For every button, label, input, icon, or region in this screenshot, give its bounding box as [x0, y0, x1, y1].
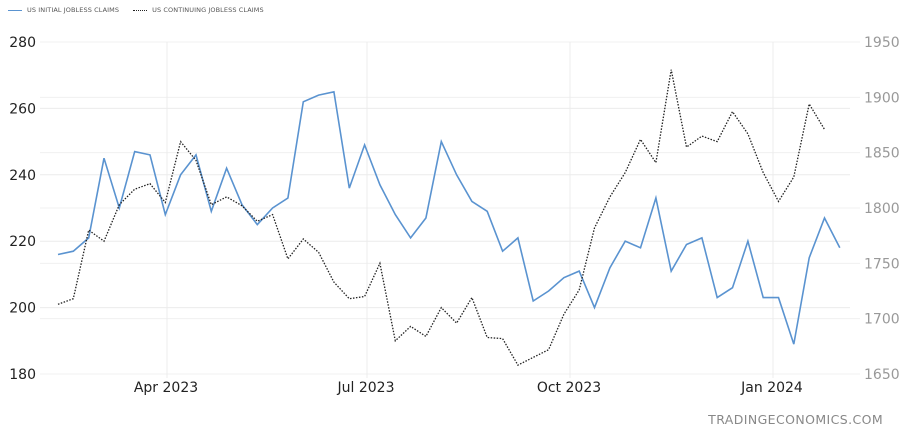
right-y-axis: 1650 1700 1750 1800 1850 1900 1950 [864, 35, 900, 383]
initial-claims-line [57, 90, 841, 345]
right-axis-tick-label: 1800 [864, 201, 900, 217]
grid-lines [40, 41, 860, 375]
legend-label: US INITIAL JOBLESS CLAIMS [27, 6, 120, 14]
left-axis-tick-label: 200 [9, 301, 36, 317]
left-axis-tick-label: 180 [9, 367, 36, 383]
right-axis-tick-label: 1850 [864, 146, 900, 162]
x-axis-tick-label: Apr 2023 [134, 380, 198, 396]
right-axis-tick-label: 1650 [864, 367, 900, 383]
x-grid-lines [166, 42, 774, 378]
x-axis-tick-label: Jan 2024 [740, 380, 803, 396]
legend-label: US CONTINUING JOBLESS CLAIMS [152, 6, 264, 14]
left-y-axis: 180 200 220 240 260 280 [9, 35, 36, 383]
right-axis-tick-label: 1900 [864, 90, 900, 106]
x-axis-tick-label: Jul 2023 [337, 380, 395, 396]
continuing-claims-line [57, 69, 826, 366]
solid-line-swatch-icon [8, 9, 22, 11]
right-axis-tick-label: 1750 [864, 256, 900, 272]
left-axis-tick-label: 260 [9, 101, 36, 117]
left-axis-tick-label: 240 [9, 168, 36, 184]
legend-item-continuing-claims[interactable]: US CONTINUING JOBLESS CLAIMS [133, 6, 264, 14]
x-axis: Apr 2023 Jul 2023 Oct 2023 Jan 2024 [134, 380, 803, 396]
right-axis-tick-label: 1950 [864, 35, 900, 51]
legend-item-initial-claims[interactable]: US INITIAL JOBLESS CLAIMS [8, 6, 119, 14]
left-axis-tick-label: 220 [9, 234, 36, 250]
chart-legend: US INITIAL JOBLESS CLAIMS US CONTINUING … [8, 6, 264, 14]
watermark: TRADINGECONOMICS.COM [708, 412, 883, 427]
dotted-line-swatch-icon [133, 9, 148, 11]
left-axis-tick-label: 280 [9, 35, 36, 51]
x-axis-tick-label: Oct 2023 [537, 380, 601, 396]
right-axis-tick-label: 1700 [864, 312, 900, 328]
